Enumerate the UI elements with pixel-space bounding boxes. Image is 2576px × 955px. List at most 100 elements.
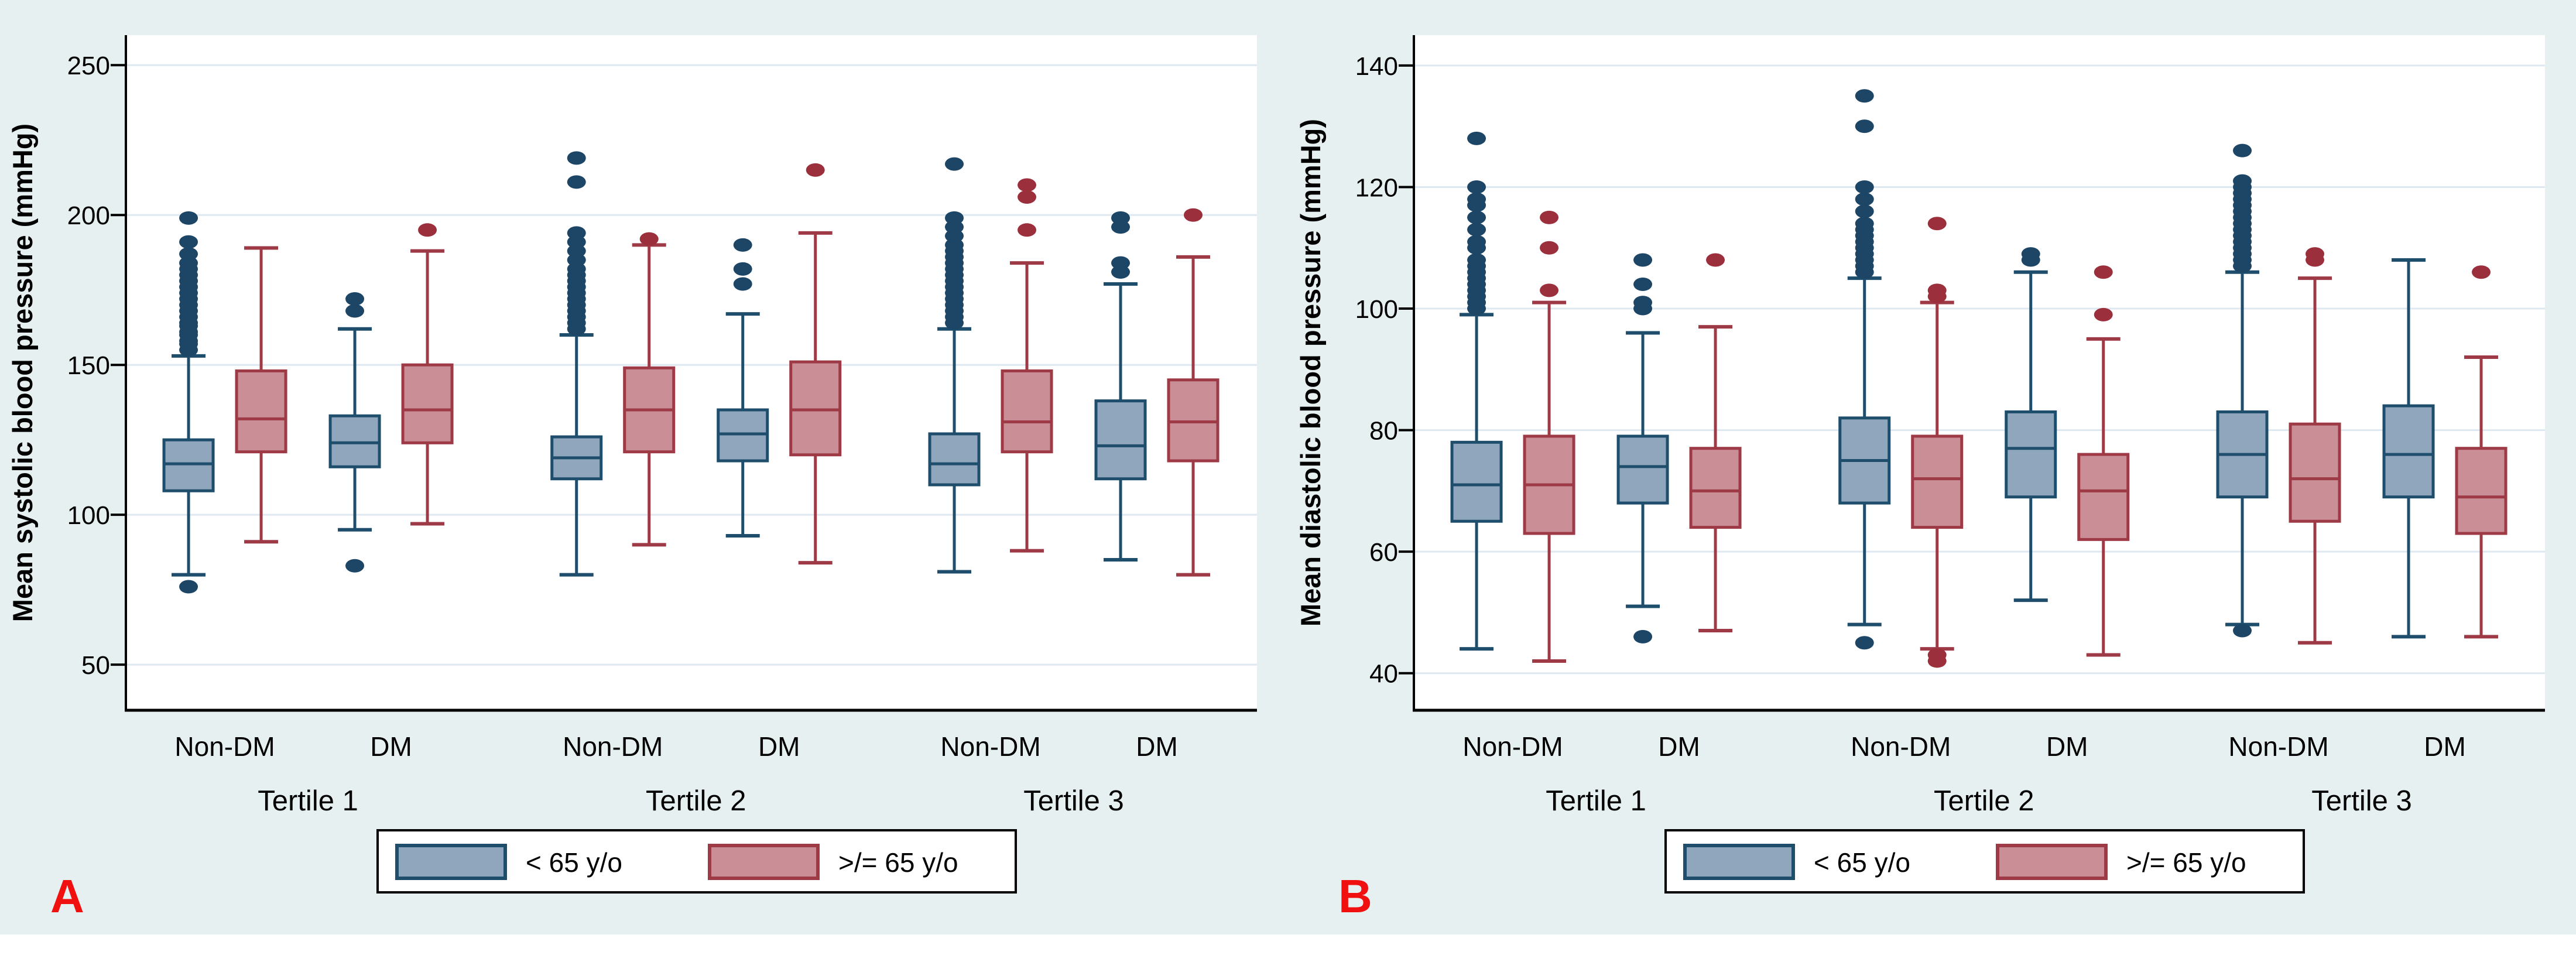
x-category-label: Non-DM bbox=[940, 731, 1040, 762]
y-tick-label: 200 bbox=[67, 201, 110, 230]
boxplot-figure: Non-DM DM Tertile 1 Non-DM DM Tertile 2 Non-DM… bbox=[0, 0, 2576, 935]
panel-b: Non-DM DM Tertile 1 Non-DM DM Tertile 2 Non-DM… bbox=[1288, 0, 2576, 935]
outlier-dot bbox=[1540, 283, 1559, 297]
boxplot-tertile2-non-dm-young bbox=[550, 151, 603, 577]
iqr-box bbox=[717, 408, 769, 463]
boxplot-tertile3-non-dm-old bbox=[2289, 247, 2341, 645]
legend: < 65 y/o >/= 65 y/o bbox=[376, 829, 1017, 894]
x-category-label: Non-DM bbox=[1851, 731, 1951, 762]
outlier-dot bbox=[1706, 253, 1725, 267]
outlier-dot bbox=[567, 151, 586, 165]
outlier-dot bbox=[345, 292, 365, 306]
iqr-box bbox=[2289, 422, 2341, 523]
boxplot-tertile3-dm-old bbox=[2455, 265, 2508, 639]
panel-a: Non-DM DM Tertile 1 Non-DM DM Tertile 2 Non-DM… bbox=[0, 0, 1288, 935]
boxplot-tertile1-dm-young bbox=[1616, 253, 1669, 643]
legend-swatch-young bbox=[395, 844, 507, 880]
outlier-dot bbox=[1018, 178, 1037, 192]
legend-swatch-old bbox=[708, 844, 820, 880]
outlier-dot bbox=[1467, 210, 1486, 224]
x-category-label: Non-DM bbox=[174, 731, 275, 762]
outlier-dot bbox=[1184, 208, 1203, 222]
boxplot-tertile1-dm-old bbox=[1689, 253, 1742, 633]
x-category-label: DM bbox=[1658, 731, 1700, 762]
plot-area bbox=[1414, 35, 2545, 710]
outlier-dot bbox=[418, 223, 437, 237]
outlier-dot bbox=[1855, 192, 1874, 206]
outlier-dot bbox=[179, 580, 198, 594]
legend-label-old: >/= 65 y/o bbox=[2126, 847, 2246, 878]
x-group-label: Tertile 3 bbox=[1023, 785, 1124, 817]
outlier-dot bbox=[945, 211, 964, 225]
outlier-dot bbox=[1855, 180, 1874, 194]
x-category-label: DM bbox=[370, 731, 412, 762]
x-group-label: Tertile 1 bbox=[1546, 785, 1646, 817]
outlier-dot bbox=[1467, 253, 1486, 267]
outlier-dot bbox=[2233, 143, 2252, 158]
y-tick-label: 120 bbox=[1355, 173, 1398, 202]
iqr-box bbox=[1167, 378, 1220, 463]
iqr-box bbox=[1689, 447, 1742, 529]
x-category-label: Non-DM bbox=[2228, 731, 2328, 762]
outlier-dot bbox=[1540, 241, 1559, 255]
iqr-box bbox=[1001, 369, 1053, 454]
y-tick-label: 100 bbox=[67, 501, 110, 530]
outlier-dot bbox=[1633, 277, 1653, 291]
iqr-box bbox=[2077, 453, 2130, 541]
iqr-box bbox=[1450, 440, 1503, 523]
outlier-dot bbox=[1467, 223, 1486, 237]
x-category-label: DM bbox=[2046, 731, 2088, 762]
outlier-dot bbox=[1927, 283, 1947, 297]
boxplot-tertile3-dm-young bbox=[2382, 258, 2435, 639]
outlier-dot bbox=[1018, 223, 1037, 237]
iqr-box bbox=[235, 369, 287, 454]
y-tick-label: 50 bbox=[81, 651, 110, 680]
outlier-dot bbox=[345, 304, 365, 318]
outlier-dot bbox=[1927, 648, 1947, 662]
iqr-box bbox=[2005, 410, 2057, 499]
outlier-dot bbox=[1855, 119, 1874, 134]
iqr-box bbox=[328, 414, 381, 468]
outlier-dot bbox=[733, 277, 752, 291]
legend-label-old: >/= 65 y/o bbox=[838, 847, 958, 878]
boxplot-tertile1-non-dm-young bbox=[1450, 131, 1503, 651]
legend-swatch-old bbox=[1996, 844, 2108, 880]
boxplot-tertile3-non-dm-young bbox=[2216, 143, 2269, 638]
plot-area bbox=[126, 35, 1257, 710]
boxplot-tertile2-dm-young bbox=[717, 238, 769, 538]
outlier-dot bbox=[567, 175, 586, 189]
outlier-dot bbox=[1467, 192, 1486, 206]
iqr-box bbox=[162, 438, 215, 492]
chart-panel-A: Non-DM DM Tertile 1 Non-DM DM Tertile 2 Non-DM… bbox=[7, 35, 1257, 922]
legend-label-young: < 65 y/o bbox=[526, 847, 622, 878]
outlier-dot bbox=[345, 559, 365, 573]
x-category-label: Non-DM bbox=[1462, 731, 1563, 762]
x-group-label: Tertile 2 bbox=[1934, 785, 2034, 817]
outlier-dot bbox=[1111, 211, 1131, 225]
legend-label-young: < 65 y/o bbox=[1814, 847, 1910, 878]
chart-panel-B: Non-DM DM Tertile 1 Non-DM DM Tertile 2 Non-DM… bbox=[1295, 35, 2545, 922]
outlier-dot bbox=[806, 163, 825, 177]
iqr-box bbox=[789, 360, 842, 457]
y-axis-title: Mean systolic blood pressure (mmHg) bbox=[7, 124, 38, 622]
boxplot-tertile3-dm-old bbox=[1167, 208, 1220, 577]
y-tick-label: 140 bbox=[1355, 52, 1398, 81]
outlier-dot bbox=[1018, 190, 1037, 204]
y-tick-label: 250 bbox=[67, 52, 110, 80]
outlier-dot bbox=[567, 226, 586, 240]
outlier-dot bbox=[2233, 624, 2252, 638]
outlier-dot bbox=[2472, 265, 2491, 279]
iqr-box bbox=[928, 432, 981, 487]
outlier-dot bbox=[179, 247, 198, 261]
y-axis-title: Mean diastolic blood pressure (mmHg) bbox=[1295, 119, 1326, 627]
outlier-dot bbox=[1633, 629, 1653, 643]
outlier-dot bbox=[1927, 217, 1947, 231]
y-tick-label: 80 bbox=[1369, 417, 1398, 446]
boxplot-tertile2-dm-young bbox=[2005, 247, 2057, 603]
y-tick-label: 60 bbox=[1369, 538, 1398, 567]
y-tick-label: 150 bbox=[67, 351, 110, 380]
iqr-box bbox=[1911, 434, 1964, 529]
x-group-label: Tertile 3 bbox=[2311, 785, 2412, 817]
boxplot-tertile1-dm-old bbox=[401, 223, 454, 526]
boxplot-tertile2-dm-old bbox=[2077, 265, 2130, 657]
